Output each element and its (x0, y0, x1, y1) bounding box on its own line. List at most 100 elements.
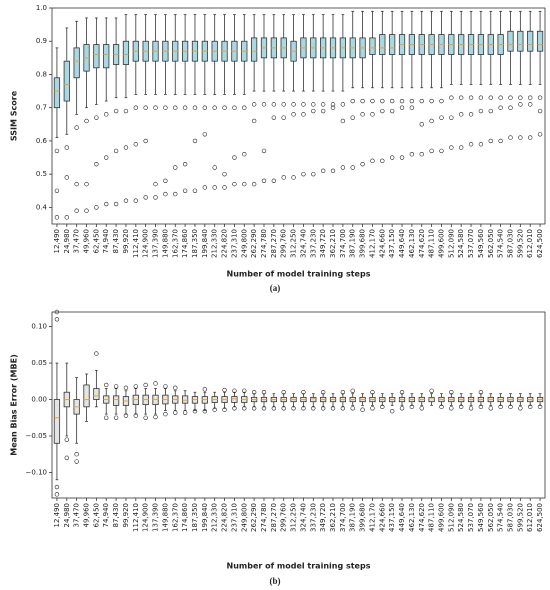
box-body (310, 396, 317, 403)
x-tick-label: 149,880 (161, 229, 169, 258)
flier (370, 406, 375, 411)
flier (104, 112, 109, 117)
box (290, 14, 297, 180)
flier (320, 168, 326, 174)
x-tick-label: 99,920 (122, 229, 130, 254)
flier (123, 198, 129, 203)
flier (360, 98, 365, 104)
box (112, 17, 120, 207)
box (83, 17, 90, 213)
flier (301, 390, 306, 395)
x-tick-label: 512,090 (447, 503, 455, 532)
box (93, 17, 100, 210)
x-tick-label: 349,720 (319, 503, 327, 532)
x-tick-label: 237,310 (230, 503, 238, 532)
x-tick-label: 387,190 (349, 229, 357, 258)
flier (399, 406, 405, 411)
x-tick-label: 474,620 (418, 503, 426, 532)
flier (458, 404, 464, 410)
box (517, 393, 524, 411)
x-tick-label: 612,010 (526, 503, 534, 532)
y-tick-label: 1.0 (36, 4, 47, 12)
flier (389, 409, 395, 414)
box-body (231, 396, 238, 403)
x-tick-label: 249,800 (240, 503, 248, 532)
box (349, 388, 356, 411)
flier (143, 138, 148, 144)
box (487, 393, 494, 411)
flier (478, 390, 484, 395)
flier (399, 105, 405, 110)
flier (488, 108, 493, 114)
flier (182, 161, 188, 167)
flier (153, 105, 158, 110)
flier (192, 105, 198, 110)
flier (518, 95, 523, 100)
box (122, 14, 130, 203)
box-body (53, 399, 61, 444)
flier (113, 415, 119, 420)
flier (251, 390, 257, 395)
flier (261, 390, 267, 395)
flier (94, 161, 99, 167)
flier (528, 102, 533, 107)
flier (360, 161, 365, 167)
box (162, 384, 169, 417)
flier (202, 132, 208, 137)
box (181, 390, 189, 415)
box (172, 14, 179, 197)
flier (488, 95, 493, 100)
flier (54, 148, 60, 154)
flier (291, 406, 296, 411)
x-tick-label: 599,520 (516, 229, 524, 258)
flier (508, 135, 513, 140)
x-tick-label: 224,820 (221, 229, 229, 258)
box (467, 393, 475, 411)
x-tick-label: 187,350 (191, 503, 199, 532)
box (83, 373, 90, 422)
x-tick-label: 237,310 (230, 229, 238, 258)
flier (518, 102, 523, 107)
flier (182, 105, 188, 110)
x-tick-label: 62,450 (92, 503, 100, 528)
flier (261, 148, 267, 154)
flier (380, 158, 385, 164)
x-tick-label: 612,010 (526, 229, 534, 258)
flier (54, 492, 60, 497)
flier (182, 188, 188, 193)
box-body (83, 384, 90, 408)
flier (311, 406, 316, 411)
box-body (93, 388, 100, 400)
x-tick-label: 487,110 (428, 503, 436, 532)
flier (350, 388, 355, 393)
flier (153, 381, 158, 386)
x-tick-label: 149,880 (161, 503, 169, 532)
box (418, 10, 425, 157)
flier (212, 165, 217, 170)
x-tick-label: 524,580 (457, 229, 465, 258)
box (241, 388, 248, 411)
flier (350, 406, 355, 411)
flier (123, 145, 129, 150)
flier (518, 135, 523, 140)
box (132, 384, 139, 418)
y-tick-label: 0.00 (31, 396, 47, 404)
x-tick-label: 287,270 (270, 229, 278, 258)
box (231, 14, 238, 187)
flier (301, 112, 306, 117)
flier (222, 171, 227, 177)
flier (192, 138, 198, 144)
flier (173, 191, 178, 197)
flier (380, 404, 385, 410)
flier (123, 385, 129, 391)
x-tick-label: 262,290 (250, 229, 258, 258)
flier (350, 115, 355, 120)
flier (281, 406, 286, 411)
flier (104, 201, 109, 207)
flier (291, 175, 296, 180)
x-tick-label: 137,390 (152, 229, 160, 258)
box (428, 388, 435, 406)
flier (311, 108, 316, 114)
flier (360, 112, 365, 117)
y-tick-label: −0.05 (26, 432, 47, 440)
